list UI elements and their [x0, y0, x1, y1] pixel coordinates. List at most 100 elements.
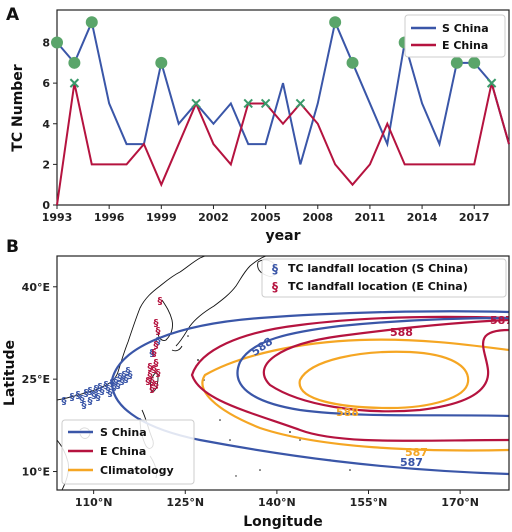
e-china-series-line	[56, 82, 510, 206]
x-tick-label: 2008	[302, 211, 333, 224]
legend-climatology-label: Climatology	[100, 464, 174, 477]
typhoon-landfall-icon: §	[84, 388, 89, 399]
korea-coast	[157, 299, 173, 341]
typhoon-landfall-icon: §	[70, 392, 75, 403]
typhoon-landfall-icon: §	[100, 386, 105, 397]
y-tick-label: 8	[42, 37, 50, 50]
y-tick-label: 4	[42, 118, 50, 131]
typhoon-landfall-icon: §	[156, 326, 161, 337]
x-tick-label: 110°N	[75, 496, 113, 509]
typhoon-landfall-icon: §	[152, 348, 157, 359]
contour-label-588-climatology: 588	[336, 406, 359, 419]
panel-b-landfall-legend: § TC landfall location (S China) § TC la…	[261, 258, 507, 298]
highlight-cross-point	[486, 78, 497, 88]
y-tick-label: 0	[42, 199, 50, 212]
x-tick-label: 170°N	[441, 496, 479, 509]
contour-label-588-e-china: 588	[390, 326, 413, 339]
highlight-cross-point	[243, 98, 253, 109]
typhoon-landfall-icon: §	[118, 372, 123, 383]
highlight-circle-point	[51, 36, 63, 49]
s-china-series-line	[56, 18, 510, 165]
typhoon-landfall-icon: §	[128, 370, 133, 381]
typhoon-landfall-icon: §	[120, 376, 125, 387]
typhoon-landfall-icon: §	[156, 336, 161, 347]
typhoon-landfall-icon: §	[88, 396, 93, 407]
x-tick-label: 1996	[94, 211, 125, 224]
legend-e-china-label: E China	[442, 39, 488, 52]
typhoon-landfall-icon: §	[156, 368, 161, 379]
landfall-markers-e-china: §§§§§§§§§§§§§§	[146, 296, 163, 395]
x-tick-label: 2017	[459, 211, 490, 224]
panel-a-plot-area	[51, 16, 510, 206]
typhoon-symbol-s-china-icon: §	[272, 262, 278, 276]
pacific-islands	[187, 335, 351, 477]
s-china-contour-outer	[110, 310, 509, 476]
typhoon-landfall-icon: §	[154, 318, 159, 329]
legend-landfall-e-china: TC landfall location (E China)	[288, 280, 468, 293]
panel-b-label: B	[6, 237, 19, 257]
contour-label-587-climatology: 587	[405, 446, 428, 459]
legend-s-china-contour-label: S China	[100, 426, 147, 439]
typhoon-landfall-icon: §	[112, 382, 117, 393]
climatology-contour-inner	[298, 350, 470, 410]
s-china-contour-inner	[236, 316, 509, 418]
legend-s-china-label: S China	[442, 22, 489, 35]
typhoon-landfall-icon: §	[124, 374, 129, 385]
y-tick-label: 10°E	[22, 466, 50, 479]
typhoon-landfall-icon: §	[110, 378, 115, 389]
typhoon-landfall-icon: §	[88, 386, 93, 397]
e-china-contour-inner	[262, 318, 509, 413]
highlight-circle-point	[329, 16, 342, 29]
panel-a-x-axis-label: year	[266, 228, 301, 244]
highlight-cross-point	[295, 98, 306, 109]
typhoon-landfall-icon: §	[158, 296, 163, 307]
panel-a-legend: S China E China	[404, 14, 506, 58]
typhoon-landfall-icon: §	[82, 400, 87, 411]
x-tick-label: 2014	[407, 211, 438, 224]
typhoon-landfall-icon: §	[106, 384, 111, 395]
typhoon-landfall-icon: §	[96, 392, 101, 403]
highlight-circle-point	[155, 56, 168, 69]
panel-b-contour-legend: S China E China Climatology	[61, 419, 195, 485]
y-tick-label: 6	[42, 77, 50, 90]
highlight-circle-point	[85, 16, 98, 29]
typhoon-landfall-icon: §	[154, 380, 159, 391]
typhoon-landfall-icon: §	[150, 348, 155, 359]
x-tick-label: 2005	[250, 211, 281, 224]
typhoon-landfall-icon: §	[154, 358, 159, 369]
typhoon-landfall-icon: §	[126, 366, 131, 377]
typhoon-landfall-icon: §	[150, 376, 155, 387]
typhoon-landfall-icon: §	[104, 380, 109, 391]
typhoon-landfall-icon: §	[146, 376, 151, 387]
y-tick-label: 40°E	[22, 281, 50, 294]
typhoon-landfall-icon: §	[108, 388, 113, 399]
panel-a-frame	[56, 9, 510, 206]
e-china-contour-outer	[190, 315, 509, 442]
typhoon-landfall-icon: §	[116, 380, 121, 391]
typhoon-landfall-icon: §	[76, 390, 81, 401]
panel-a-x-ticks: 1993 1996 1999 2002 2005 2008 2011 2014 2017	[42, 205, 490, 224]
highlight-circle-point	[346, 56, 359, 69]
highlight-circle-point	[68, 56, 81, 69]
legend-landfall-s-china: TC landfall location (S China)	[288, 262, 468, 275]
highlight-cross-point	[191, 98, 201, 109]
typhoon-landfall-icon: §	[148, 362, 153, 373]
typhoon-landfall-icon: §	[148, 370, 153, 381]
x-tick-label: 1999	[146, 211, 177, 224]
panel-a-y-axis-label: TC Number	[10, 64, 26, 151]
climatology-contour-outer	[201, 338, 509, 452]
panel-b-x-axis-label: Longitude	[243, 514, 323, 530]
x-tick-label: 125°N	[166, 496, 204, 509]
typhoon-landfall-icon: §	[122, 370, 127, 381]
legend-e-china-contour-label: E China	[100, 445, 146, 458]
typhoon-landfall-icon: §	[80, 394, 85, 405]
panel-b-x-ticks: 110°N 125°N 140°N 155°N 170°N	[75, 490, 479, 509]
taiwan-coast	[150, 372, 159, 393]
typhoon-landfall-icon: §	[62, 396, 67, 407]
typhoon-landfall-icon: §	[150, 384, 155, 395]
x-tick-label: 1993	[42, 211, 73, 224]
y-tick-label: 25°E	[22, 373, 50, 386]
highlight-circle-point	[468, 56, 481, 69]
typhoon-symbol-e-china-icon: §	[272, 280, 278, 294]
